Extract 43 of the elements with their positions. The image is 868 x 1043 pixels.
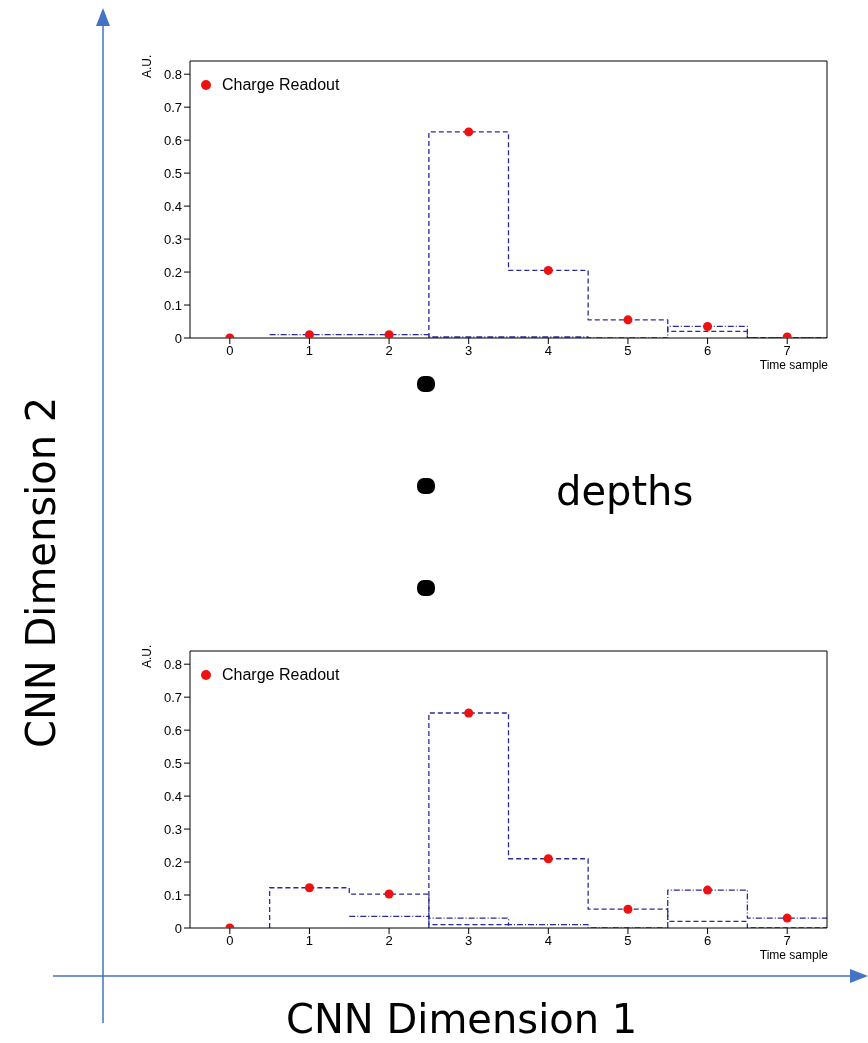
x-tick-label: 2 [385,343,393,359]
x-tick-label: 0 [226,343,234,359]
x-tick-label: 2 [385,933,393,949]
x-tick-label: 0 [226,933,234,949]
legend-label: Charge Readout [222,76,340,94]
y-tick-label: 0.2 [163,854,182,870]
x-tick-label: 6 [703,933,712,949]
x-axis-title: Time sample [759,948,828,962]
text: depths [556,468,694,514]
x-tick-label: 3 [465,933,473,949]
x-tick-label: 7 [783,343,791,359]
x-tick-label: 7 [783,933,791,949]
y-tick-label: 0.8 [163,66,182,82]
x-tick-label: 1 [305,933,314,949]
y-axis-title: A.U. [140,54,154,78]
x-tick-label: 4 [544,343,552,359]
y-tick-label: 0.3 [163,231,182,247]
text: CNN Dimension 1 [286,996,638,1042]
x-tick-label: 5 [624,933,632,949]
y-tick-label: 0.6 [163,722,182,738]
y-tick-label: 0.4 [163,788,182,804]
x-tick-label: 3 [465,343,473,359]
y-tick-label: 0.3 [163,821,182,837]
text: CNN Dimension 2 [18,396,64,748]
x-axis-title: Time sample [759,358,828,372]
y-tick-label: 0 [174,920,182,936]
x-tick-label: 4 [544,933,552,949]
y-tick-label: 0.1 [163,887,182,903]
y-tick-label: 0 [174,330,182,346]
y-tick-label: 0.7 [163,99,182,115]
y-tick-label: 0.1 [163,297,182,313]
x-tick-label: 5 [624,343,632,359]
y-tick-label: 0.4 [163,198,182,214]
y-tick-label: 0.6 [163,132,182,148]
y-axis-title: A.U. [140,644,154,668]
legend-label: Charge Readout [222,666,340,684]
x-tick-label: 1 [305,343,314,359]
y-tick-label: 0.5 [163,165,182,181]
y-tick-label: 0.5 [163,755,182,771]
x-tick-label: 6 [703,343,712,359]
y-tick-label: 0.7 [163,689,182,705]
y-tick-label: 0.2 [163,264,182,280]
y-tick-label: 0.8 [163,656,182,672]
